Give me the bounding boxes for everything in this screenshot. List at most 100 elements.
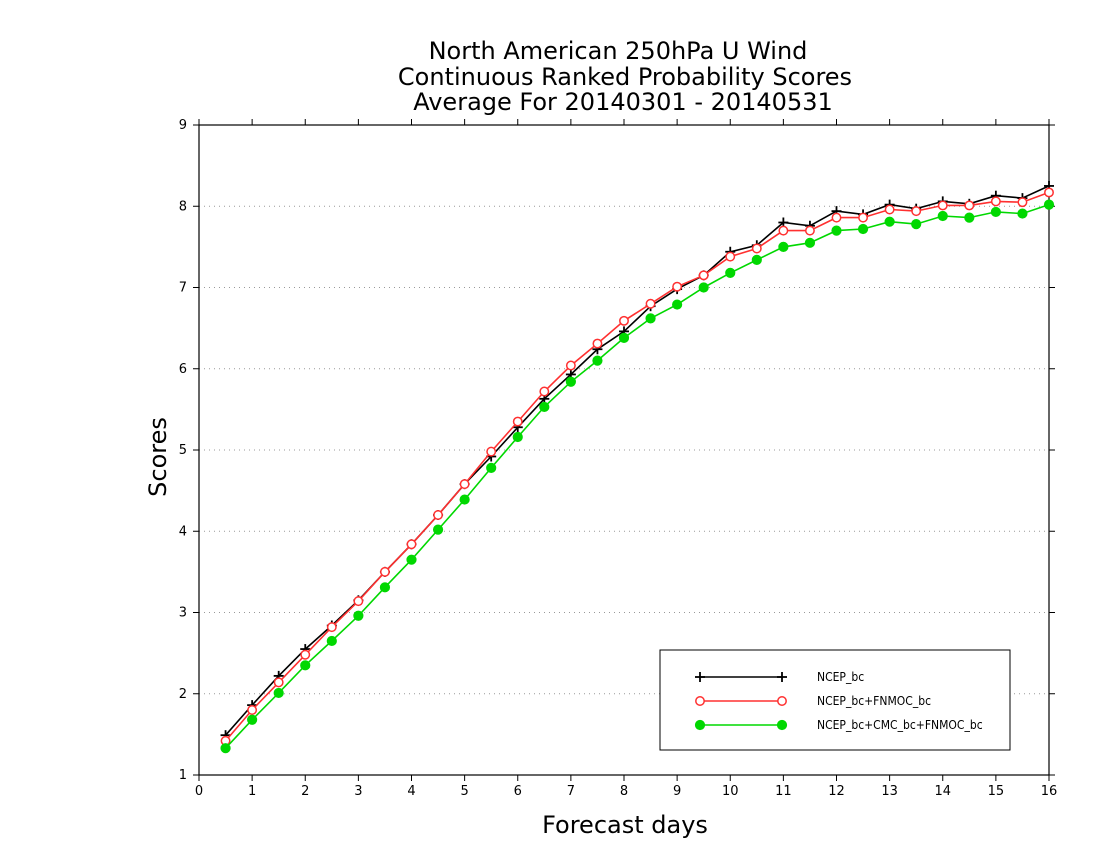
x-tick-label: 8 [620,784,628,799]
x-tick-label: 10 [722,784,739,799]
x-axis: 0 1 2 3 4 5 6 7 8 9 10 11 12 13 14 15 16 [195,119,1057,799]
data-point [964,212,975,223]
data-point [911,219,922,230]
legend-items: NCEP_bc NCEP_bc+FNMOC_bc NCEP_bc+CMC_bc+FN… [694,670,983,732]
x-tick-label: 6 [514,784,522,799]
data-point [512,416,523,427]
legend-marker-right [777,672,787,682]
data-point [645,298,656,309]
legend-marker-left [695,672,705,682]
data-point [565,360,576,371]
data-point [300,660,311,671]
data-point [778,241,789,252]
series-3 [220,199,1055,754]
x-tick-label: 0 [195,784,203,799]
data-point [804,225,815,236]
data-point [911,206,922,217]
data-point [964,200,975,211]
data-point [406,539,417,550]
data-point [565,376,576,387]
y-tick-label: 4 [179,524,187,539]
gridlines [199,205,1049,695]
data-point [539,401,550,413]
x-tick-label: 3 [354,784,362,799]
legend-label: NCEP_bc [817,670,864,684]
data-point [433,510,444,520]
x-tick-label: 14 [934,784,951,799]
x-tick-label: 9 [673,784,681,799]
data-point [486,446,497,457]
data-point [1017,208,1028,219]
legend-marker-left [695,696,705,706]
data-point [486,462,497,473]
legend-marker-right [776,719,788,731]
series-layer [220,180,1055,754]
data-point [831,225,842,236]
data-point [539,386,550,397]
data-point [831,212,842,223]
data-point [751,254,762,265]
chart-title-line-3: Average For 20140301 - 20140531 [413,88,833,116]
x-tick-label: 1 [248,784,256,799]
data-point [353,596,364,607]
data-point [672,281,683,292]
x-tick-label: 7 [567,784,575,799]
legend-marker-right [777,696,787,706]
y-tick-label: 6 [179,362,187,377]
y-tick-label: 3 [179,606,187,621]
x-axis-title: Forecast days [542,811,708,839]
data-point [725,267,736,278]
y-tick-label: 5 [179,443,187,458]
x-tick-label: 15 [988,784,1005,799]
data-point [645,313,656,324]
data-point [698,282,709,293]
data-point [326,622,337,633]
legend-label: NCEP_bc+CMC_bc+FNMOC_bc [817,718,983,732]
x-tick-label: 16 [1041,784,1058,799]
data-point [990,206,1001,218]
x-tick-label: 11 [775,784,792,799]
data-point [751,243,762,254]
y-tick-label: 8 [179,199,187,214]
data-point [725,251,736,262]
series-2 [220,187,1054,746]
data-point [884,216,895,227]
y-axis-title: Scores [144,417,172,497]
data-point [326,635,337,647]
chart-title-line-1: North American 250hPa U Wind [429,37,808,65]
data-point [698,270,709,281]
legend: NCEP_bc NCEP_bc+FNMOC_bc NCEP_bc+CMC_bc+FN… [659,649,1011,751]
data-point [884,204,895,215]
legend-entry-1: NCEP_bc [695,670,864,684]
legend-box [659,649,1011,751]
data-point [406,554,417,565]
x-tick-label: 4 [407,784,415,799]
data-point [1044,187,1054,198]
data-point [459,494,470,505]
data-point [273,687,284,699]
data-point [592,355,603,366]
legend-label: NCEP_bc+FNMOC_bc [817,694,931,708]
data-point [273,677,284,688]
y-tick-label: 7 [179,281,187,296]
data-point [247,705,258,715]
data-point [858,212,869,223]
data-point [459,479,470,490]
data-point [247,714,258,725]
data-point [300,649,311,660]
data-point [937,210,948,222]
data-point [379,566,390,577]
y-tick-label: 1 [179,768,187,783]
data-point [619,315,629,326]
data-point [618,332,630,343]
data-point [592,338,603,349]
y-tick-label: 2 [179,687,187,702]
data-point [220,743,231,754]
data-point [778,225,789,236]
x-tick-label: 13 [881,784,898,799]
chart-title: North American 250hPa U Wind Continuous … [398,37,852,116]
data-point [512,431,523,443]
y-tick-label: 9 [179,118,187,133]
data-point [353,610,364,621]
